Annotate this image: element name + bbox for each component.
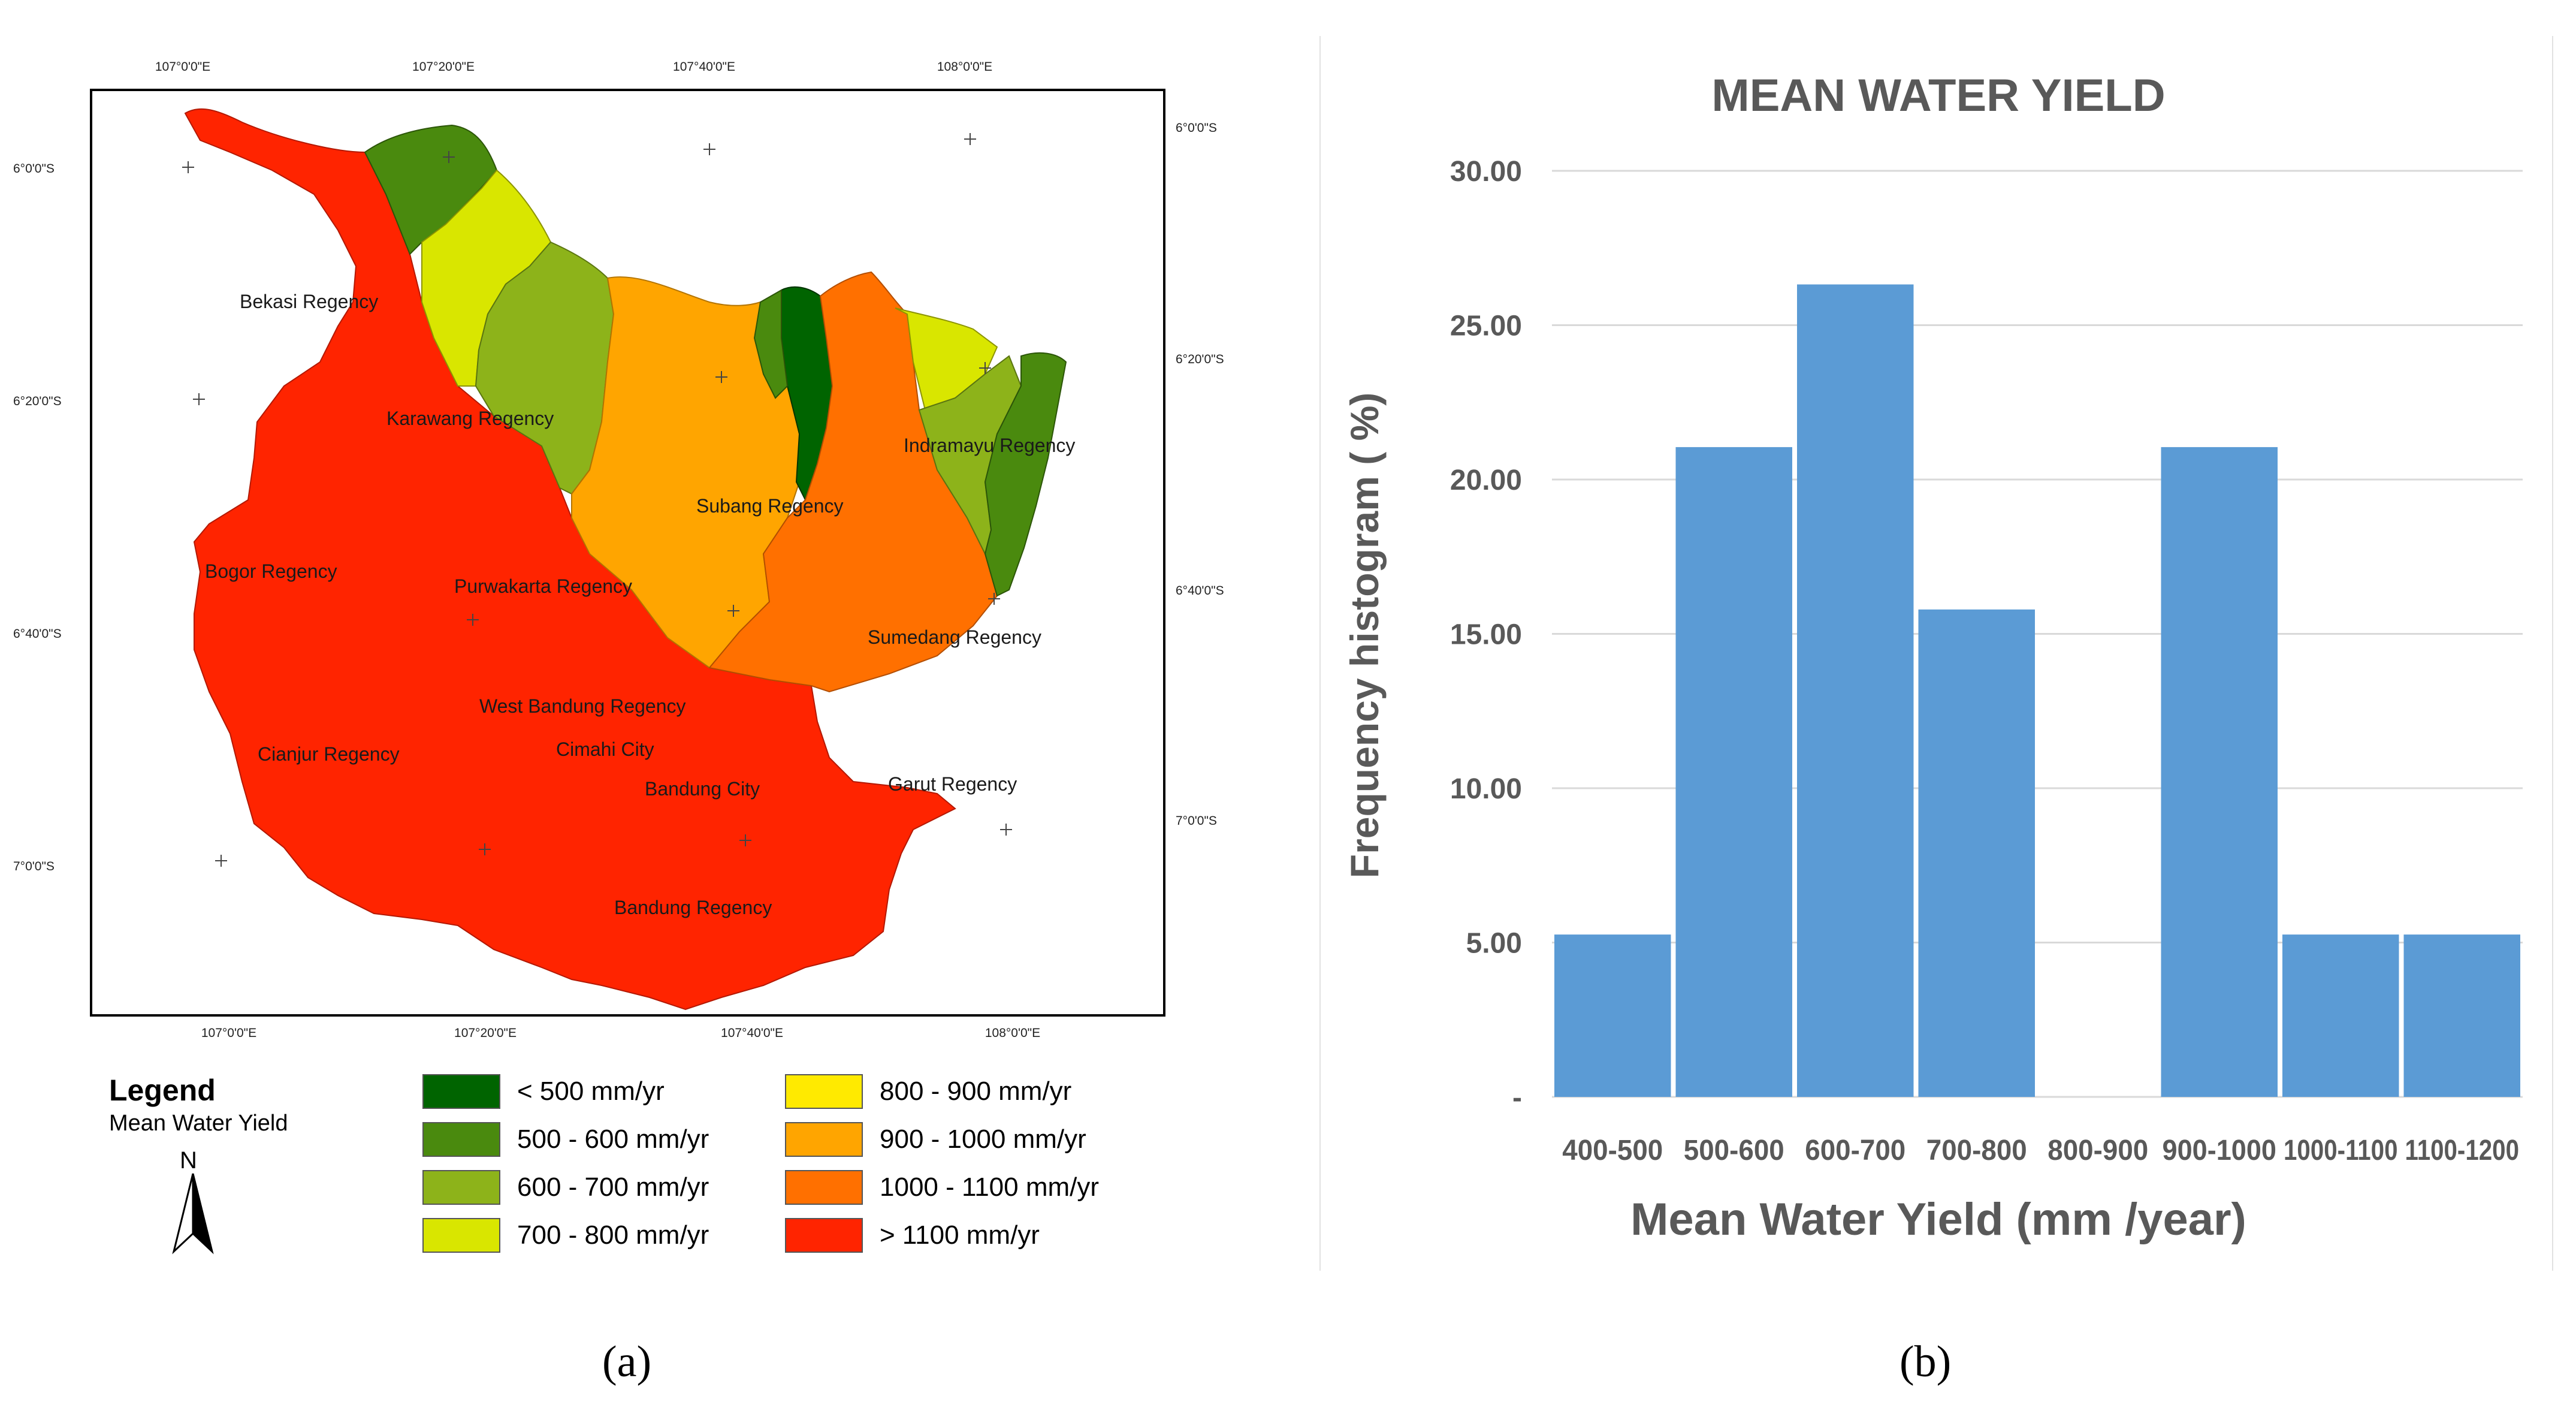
legend-item-label: 800 - 900 mm/yr <box>880 1077 1072 1106</box>
legend-swatch <box>785 1170 863 1205</box>
water-yield-map-panel: 107°0'0"E 107°20'0"E 107°40'0"E 108°0'0"… <box>0 0 1258 1402</box>
coord-left-label: 6°20'0"S <box>13 394 62 408</box>
x-axis-label: Mean Water Yield (mm /year) <box>1630 1194 2246 1245</box>
y-tick-label: 25.00 <box>1450 310 1522 342</box>
map-region-500-600-central <box>753 289 789 399</box>
legend-swatch <box>422 1074 500 1109</box>
legend-item: 900 - 1000 mm/yr <box>785 1121 1086 1158</box>
legend-swatch <box>422 1170 500 1205</box>
legend-item-label: 500 - 600 mm/yr <box>517 1124 709 1154</box>
region-label-subang: Subang Regency <box>696 495 844 517</box>
legend-subtitle: Mean Water Yield <box>109 1111 288 1136</box>
histogram-bar <box>1675 447 1792 1097</box>
legend-swatch <box>785 1074 863 1109</box>
y-tick-label: 15.00 <box>1450 619 1522 651</box>
region-label-indramayu: Indramayu Regency <box>904 435 1076 456</box>
x-tick-label: 700-800 <box>1926 1135 2027 1166</box>
region-label-purwakarta: Purwakarta Regency <box>454 575 633 597</box>
map-canvas <box>182 108 1067 1011</box>
legend-item-label: > 1100 mm/yr <box>880 1220 1040 1250</box>
legend-item: 1000 - 1100 mm/yr <box>785 1169 1099 1206</box>
caption-b: (b) <box>1899 1337 1952 1386</box>
graticule-crosses <box>182 133 1012 867</box>
legend-item: 600 - 700 mm/yr <box>422 1169 709 1206</box>
legend-item: 800 - 900 mm/yr <box>785 1073 1071 1110</box>
legend-swatch <box>422 1122 500 1157</box>
map-frame <box>90 89 1165 1017</box>
region-label-cimahi: Cimahi City <box>556 738 654 760</box>
region-label-bandung-regency: Bandung Regency <box>614 897 772 918</box>
caption-a: (a) <box>602 1337 652 1386</box>
histogram-bar <box>2161 447 2278 1097</box>
coord-bottom-label: 107°0'0"E <box>201 1026 257 1040</box>
region-label-bandung-city: Bandung City <box>645 778 760 800</box>
y-tick-label: 20.00 <box>1450 465 1522 496</box>
region-label-west-bandung: West Bandung Regency <box>479 695 686 717</box>
region-label-garut: Garut Regency <box>888 773 1017 795</box>
legend-item: 500 - 600 mm/yr <box>422 1121 709 1158</box>
coord-right-label: 6°40'0"S <box>1176 584 1224 598</box>
x-tick-label: 500-600 <box>1684 1135 1784 1166</box>
coord-top-label: 107°20'0"E <box>412 60 475 74</box>
map-region-900-1000 <box>571 276 813 669</box>
coord-bottom-label: 107°40'0"E <box>721 1026 783 1040</box>
legend-item-label: 900 - 1000 mm/yr <box>880 1124 1086 1154</box>
x-tick-label: 900-1000 <box>2163 1135 2277 1166</box>
coord-right-label: 6°0'0"S <box>1176 121 1217 135</box>
x-tick-label: 800-900 <box>2047 1135 2148 1166</box>
region-label-bekasi: Bekasi Regency <box>240 291 379 312</box>
legend-item: 700 - 800 mm/yr <box>422 1217 709 1254</box>
y-axis-label: Frequency histogram ( %) <box>1342 393 1387 878</box>
region-label-karawang: Karawang Regency <box>386 408 554 429</box>
x-tick-label: 1000-1100 <box>2284 1135 2398 1166</box>
y-tick-label: 30.00 <box>1450 156 1522 188</box>
histogram-bar <box>1554 934 1671 1097</box>
coord-right-label: 7°0'0"S <box>1176 814 1217 828</box>
x-tick-label: 1100-1200 <box>2405 1135 2520 1166</box>
legend-swatch <box>785 1218 863 1253</box>
histogram-bar <box>2403 934 2520 1097</box>
histogram-bar <box>1797 284 1914 1097</box>
legend-item-label: 1000 - 1100 mm/yr <box>880 1172 1100 1202</box>
legend-swatch <box>422 1218 500 1253</box>
y-tick-labels: - 5.00 10.00 15.00 20.00 25.00 30.00 <box>1450 156 1522 1114</box>
chart-title: MEAN WATER YIELD <box>1711 70 2165 121</box>
coord-left-label: 7°0'0"S <box>13 860 55 873</box>
coord-bottom-label: 108°0'0"E <box>985 1026 1041 1040</box>
x-tick-label: 600-700 <box>1805 1135 1905 1166</box>
coord-right-label: 6°20'0"S <box>1176 352 1224 366</box>
y-tick-label: - <box>1512 1082 1522 1114</box>
histogram-bar <box>1918 609 2035 1097</box>
y-tick-label: 5.00 <box>1466 928 1522 960</box>
legend-title: Legend <box>109 1074 216 1107</box>
y-tick-label: 10.00 <box>1450 773 1522 805</box>
legend-item-label: < 500 mm/yr <box>517 1077 665 1106</box>
coord-bottom-label: 107°20'0"E <box>454 1026 517 1040</box>
region-label-cianjur: Cianjur Regency <box>258 743 400 765</box>
north-arrow-icon <box>172 1173 214 1255</box>
coord-top-label: 108°0'0"E <box>937 60 993 74</box>
histogram-panel: MEAN WATER YIELD - 5.00 10.00 15.00 20.00 25.… <box>1288 0 2576 1402</box>
legend-item-label: 600 - 700 mm/yr <box>517 1172 709 1202</box>
legend-item: < 500 mm/yr <box>422 1073 665 1110</box>
legend-swatch <box>785 1122 863 1157</box>
sheet-gridlines <box>1319 36 2553 1271</box>
legend-item-label: 700 - 800 mm/yr <box>517 1220 709 1250</box>
histogram-bar <box>2282 934 2399 1097</box>
region-label-sumedang: Sumedang Regency <box>868 626 1041 648</box>
region-label-bogor: Bogor Regency <box>205 560 337 582</box>
coord-left-label: 6°40'0"S <box>13 627 62 641</box>
coord-left-label: 6°0'0"S <box>13 162 55 176</box>
x-tick-label: 400-500 <box>1562 1135 1663 1166</box>
coord-top-label: 107°0'0"E <box>155 60 211 74</box>
histogram-chart: MEAN WATER YIELD - 5.00 10.00 15.00 20.00 25.… <box>1319 36 2553 1271</box>
x-tick-labels: 400-500 500-600 600-700 700-800 800-900 900-1… <box>1562 1135 2519 1166</box>
map-region-gt-1100 <box>184 108 956 1011</box>
legend-item: > 1100 mm/yr <box>785 1217 1040 1254</box>
bars <box>1554 284 2520 1097</box>
north-label: N <box>180 1147 197 1174</box>
map-region-500-600-east <box>984 352 1067 597</box>
coord-top-label: 107°40'0"E <box>673 60 735 74</box>
